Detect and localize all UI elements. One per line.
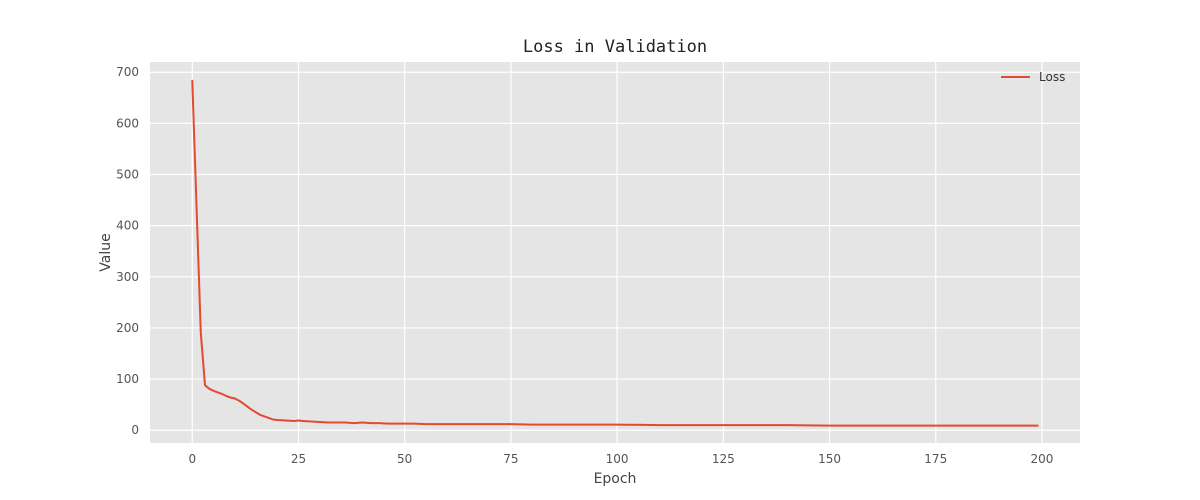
legend-label-loss: Loss xyxy=(1039,70,1065,84)
x-tick-label: 175 xyxy=(924,452,947,466)
y-tick-label: 500 xyxy=(116,168,139,182)
series-layer xyxy=(191,79,1039,427)
x-tick-label: 25 xyxy=(291,452,306,466)
x-tick-label: 100 xyxy=(606,452,629,466)
y-tick-label: 300 xyxy=(116,270,139,284)
axis-ticks: 0 25 50 75 100 125 150 175 200 0 100 200 300 400 500 60… xyxy=(116,65,1053,466)
plot-area xyxy=(150,62,1080,443)
grid xyxy=(150,62,1080,443)
y-axis-label: Value xyxy=(98,233,114,271)
y-tick-label: 100 xyxy=(116,372,139,386)
y-tick-label: 200 xyxy=(116,321,139,335)
legend: Loss xyxy=(1001,70,1065,84)
y-tick-label: 700 xyxy=(116,65,139,79)
y-tick-label: 400 xyxy=(116,219,139,233)
y-tick-label: 600 xyxy=(116,116,139,130)
x-tick-label: 125 xyxy=(712,452,735,466)
x-tick-label: 200 xyxy=(1031,452,1054,466)
chart-title: Loss in Validation xyxy=(523,37,707,57)
x-tick-label: 0 xyxy=(188,452,196,466)
x-tick-label: 50 xyxy=(397,452,412,466)
x-tick-label: 150 xyxy=(818,452,841,466)
x-tick-label: 75 xyxy=(503,452,518,466)
series-line-loss xyxy=(191,79,1039,427)
y-tick-label: 0 xyxy=(131,423,139,437)
x-axis-label: Epoch xyxy=(594,471,637,487)
